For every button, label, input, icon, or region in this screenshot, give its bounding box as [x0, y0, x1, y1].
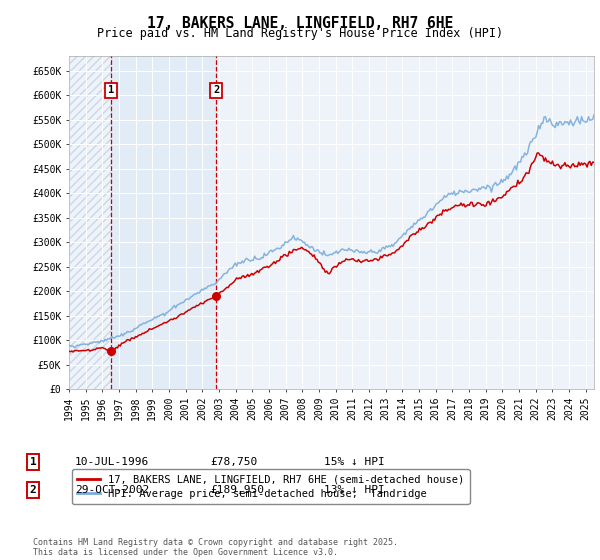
Bar — [69, 56, 111, 389]
Text: 1: 1 — [29, 457, 37, 467]
Bar — [69, 56, 111, 389]
Text: 15% ↓ HPI: 15% ↓ HPI — [324, 457, 385, 467]
Text: 10-JUL-1996: 10-JUL-1996 — [75, 457, 149, 467]
Text: 2: 2 — [29, 485, 37, 495]
Text: £78,750: £78,750 — [210, 457, 257, 467]
Bar — [111, 56, 216, 389]
Text: 13% ↓ HPI: 13% ↓ HPI — [324, 485, 385, 495]
Text: 29-OCT-2002: 29-OCT-2002 — [75, 485, 149, 495]
Text: 1: 1 — [108, 85, 114, 95]
Text: Contains HM Land Registry data © Crown copyright and database right 2025.
This d: Contains HM Land Registry data © Crown c… — [33, 538, 398, 557]
Text: Price paid vs. HM Land Registry's House Price Index (HPI): Price paid vs. HM Land Registry's House … — [97, 27, 503, 40]
Text: £189,950: £189,950 — [210, 485, 264, 495]
Text: 17, BAKERS LANE, LINGFIELD, RH7 6HE: 17, BAKERS LANE, LINGFIELD, RH7 6HE — [147, 16, 453, 31]
Text: 2: 2 — [213, 85, 219, 95]
Legend: 17, BAKERS LANE, LINGFIELD, RH7 6HE (semi-detached house), HPI: Average price, s: 17, BAKERS LANE, LINGFIELD, RH7 6HE (sem… — [71, 469, 470, 504]
